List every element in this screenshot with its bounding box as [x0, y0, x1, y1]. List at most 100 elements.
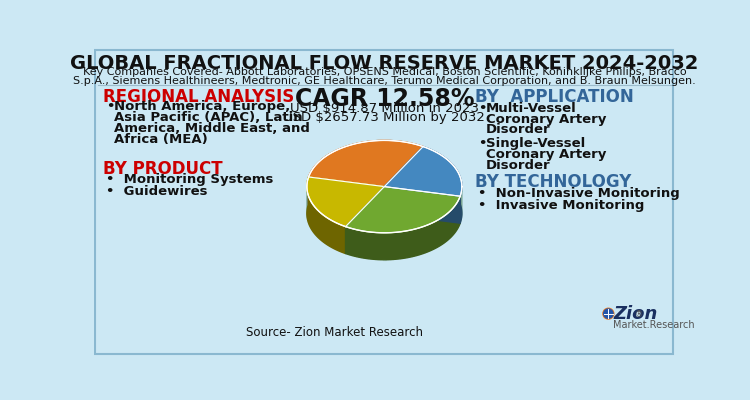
Polygon shape	[357, 230, 359, 257]
Polygon shape	[346, 186, 460, 233]
Polygon shape	[453, 206, 454, 235]
Text: •: •	[478, 102, 487, 115]
Polygon shape	[308, 177, 384, 214]
Polygon shape	[364, 231, 366, 258]
Polygon shape	[405, 231, 407, 258]
Polygon shape	[311, 202, 313, 231]
Text: •: •	[478, 137, 487, 150]
Polygon shape	[307, 177, 346, 254]
Text: USD $914.87 Million in 2023: USD $914.87 Million in 2023	[290, 102, 478, 115]
Polygon shape	[346, 227, 348, 254]
Polygon shape	[340, 224, 341, 252]
Polygon shape	[400, 232, 403, 259]
Polygon shape	[452, 208, 453, 236]
Polygon shape	[328, 218, 330, 246]
Polygon shape	[346, 186, 384, 254]
Polygon shape	[416, 228, 419, 256]
Text: Zion: Zion	[613, 305, 657, 323]
Polygon shape	[366, 232, 368, 259]
Polygon shape	[314, 206, 316, 235]
Polygon shape	[384, 146, 423, 214]
Polygon shape	[316, 209, 318, 237]
Text: Coronary Artery: Coronary Artery	[486, 113, 606, 126]
Polygon shape	[384, 186, 460, 223]
Text: Multi-Vessel: Multi-Vessel	[486, 102, 577, 115]
Polygon shape	[449, 210, 451, 238]
Polygon shape	[437, 220, 439, 248]
Polygon shape	[338, 223, 340, 251]
Text: North America, Europe,: North America, Europe,	[114, 100, 290, 113]
Text: Asia Pacific (APAC), Latin: Asia Pacific (APAC), Latin	[114, 111, 302, 124]
Polygon shape	[335, 222, 338, 250]
Polygon shape	[326, 218, 328, 246]
Text: USD $2657.73 Million by 2032: USD $2657.73 Million by 2032	[284, 111, 485, 124]
Polygon shape	[308, 177, 384, 214]
Polygon shape	[433, 222, 435, 250]
Polygon shape	[451, 209, 452, 237]
Polygon shape	[350, 228, 352, 256]
Polygon shape	[346, 196, 460, 260]
Polygon shape	[384, 146, 423, 214]
Polygon shape	[440, 218, 442, 246]
Polygon shape	[454, 205, 455, 234]
Text: ®: ®	[634, 310, 643, 319]
Polygon shape	[384, 146, 462, 196]
Polygon shape	[322, 214, 323, 242]
Polygon shape	[383, 233, 386, 260]
Polygon shape	[431, 222, 433, 250]
Polygon shape	[455, 204, 456, 232]
Polygon shape	[398, 232, 400, 259]
Polygon shape	[439, 218, 440, 246]
Polygon shape	[359, 230, 362, 258]
Polygon shape	[435, 220, 437, 248]
Polygon shape	[352, 229, 355, 256]
Polygon shape	[429, 223, 431, 251]
Text: REGIONAL ANALYSIS: REGIONAL ANALYSIS	[103, 88, 294, 106]
Polygon shape	[334, 222, 335, 250]
Polygon shape	[308, 140, 423, 186]
Text: CAGR 12.58%: CAGR 12.58%	[295, 86, 474, 110]
Polygon shape	[442, 216, 444, 244]
Polygon shape	[448, 212, 449, 240]
Polygon shape	[421, 227, 423, 254]
Polygon shape	[446, 214, 447, 242]
Polygon shape	[407, 230, 410, 258]
Polygon shape	[323, 215, 325, 243]
Polygon shape	[355, 229, 357, 257]
Polygon shape	[313, 204, 314, 232]
Text: •  Guidewires: • Guidewires	[106, 185, 208, 198]
Polygon shape	[410, 230, 412, 257]
Text: Coronary Artery: Coronary Artery	[486, 148, 606, 161]
Polygon shape	[403, 231, 405, 258]
Polygon shape	[393, 232, 395, 260]
Text: •: •	[106, 100, 115, 113]
Text: Africa (MEA): Africa (MEA)	[114, 133, 208, 146]
Polygon shape	[414, 229, 416, 256]
Polygon shape	[346, 186, 384, 254]
Text: America, Middle East, and: America, Middle East, and	[114, 122, 310, 135]
Polygon shape	[325, 216, 326, 244]
Text: Single-Vessel: Single-Vessel	[486, 137, 585, 150]
Text: Disorder: Disorder	[486, 124, 550, 136]
Polygon shape	[320, 213, 322, 241]
Polygon shape	[376, 232, 378, 260]
Polygon shape	[371, 232, 374, 259]
Polygon shape	[308, 140, 423, 204]
Circle shape	[603, 308, 613, 319]
Text: Source- Zion Market Research: Source- Zion Market Research	[245, 326, 422, 339]
Text: Market.Research: Market.Research	[613, 320, 695, 330]
Polygon shape	[332, 220, 334, 248]
Polygon shape	[310, 201, 311, 229]
Polygon shape	[456, 202, 458, 231]
Polygon shape	[391, 232, 393, 260]
Polygon shape	[386, 233, 388, 260]
Text: S.p.A., Siemens Healthineers, Medtronic, GE Healthcare, Terumo Medical Corporati: S.p.A., Siemens Healthineers, Medtronic,…	[73, 76, 696, 86]
Text: BY PRODUCT: BY PRODUCT	[103, 160, 223, 178]
Text: •  Invasive Monitoring: • Invasive Monitoring	[478, 199, 644, 212]
Polygon shape	[318, 210, 320, 238]
Circle shape	[604, 309, 613, 318]
Text: •  Non-Invasive Monitoring: • Non-Invasive Monitoring	[478, 186, 680, 200]
Polygon shape	[423, 146, 462, 223]
Polygon shape	[348, 227, 350, 255]
Polygon shape	[307, 177, 384, 227]
